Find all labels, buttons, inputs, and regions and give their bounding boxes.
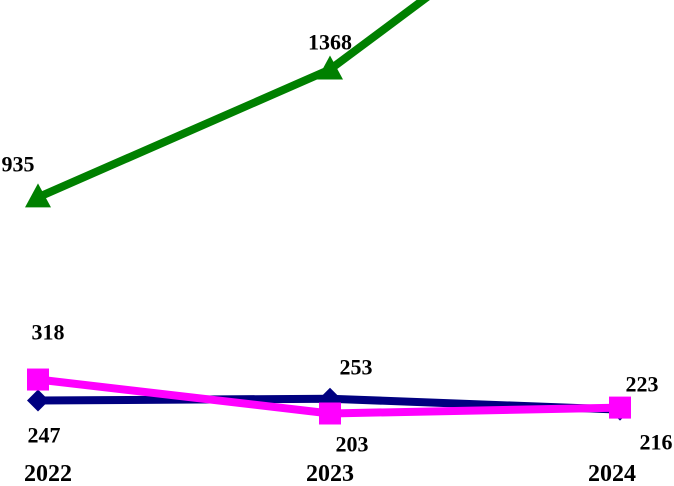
data-point-2-2 xyxy=(609,396,631,419)
data-label-0-1: 1368 xyxy=(308,29,352,54)
x-axis-ticks: 2022 2023 2024 xyxy=(24,461,636,486)
x-tick-label: 2023 xyxy=(306,461,354,486)
data-label-2-1: 203 xyxy=(336,431,369,456)
data-label-0-0: 935 xyxy=(2,151,35,176)
data-label-1-2: 216 xyxy=(640,430,673,455)
marker-layer xyxy=(25,55,631,425)
data-point-2-1 xyxy=(319,402,341,425)
data-point-0-0 xyxy=(25,183,51,208)
data-point-2-0 xyxy=(27,368,49,391)
data-point-1-0 xyxy=(27,389,49,412)
x-tick-label: 2024 xyxy=(588,461,636,486)
data-label-layer: 93513682100247253216318203223 xyxy=(2,29,673,456)
data-label-2-0: 318 xyxy=(32,320,65,345)
data-label-1-0: 247 xyxy=(28,423,61,448)
x-tick-label: 2022 xyxy=(24,461,72,486)
data-point-0-1 xyxy=(317,55,343,80)
data-label-2-2: 223 xyxy=(626,372,659,397)
data-label-1-1: 253 xyxy=(340,355,373,380)
